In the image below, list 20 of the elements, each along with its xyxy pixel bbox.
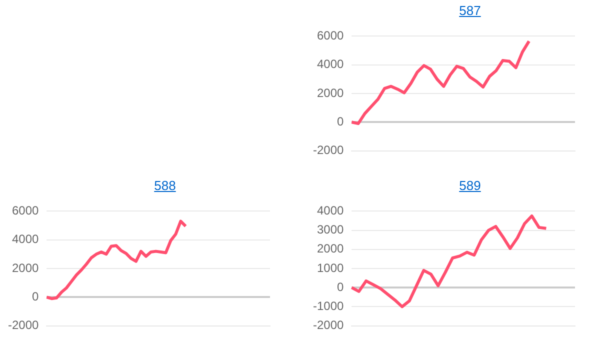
y-tick-label: 1000 (316, 260, 344, 275)
y-tick-label: 0 (337, 280, 344, 294)
y-tick-label: -1000 (312, 299, 344, 314)
y-tick-label: -2000 (8, 318, 40, 332)
y-tick-label: 2000 (12, 260, 40, 275)
y-tick-label: 3000 (316, 222, 344, 237)
y-tick-label: 2000 (316, 86, 344, 100)
y-tick-label: -2000 (312, 318, 344, 332)
y-tick-label: 0 (337, 114, 344, 128)
chart-title: 587 (458, 2, 482, 20)
chart-title: 588 (153, 177, 177, 195)
y-tick-label: -2000 (312, 143, 344, 158)
y-tick-label: 4000 (12, 232, 40, 246)
chart-title: 589 (458, 177, 482, 195)
y-tick-label: 6000 (316, 28, 344, 43)
y-tick-label: 0 (32, 289, 40, 304)
y-tick-label: 4000 (316, 204, 344, 218)
y-tick-label: 4000 (316, 57, 344, 72)
y-tick-label: 6000 (12, 204, 40, 218)
y-tick-label: 2000 (316, 242, 344, 256)
